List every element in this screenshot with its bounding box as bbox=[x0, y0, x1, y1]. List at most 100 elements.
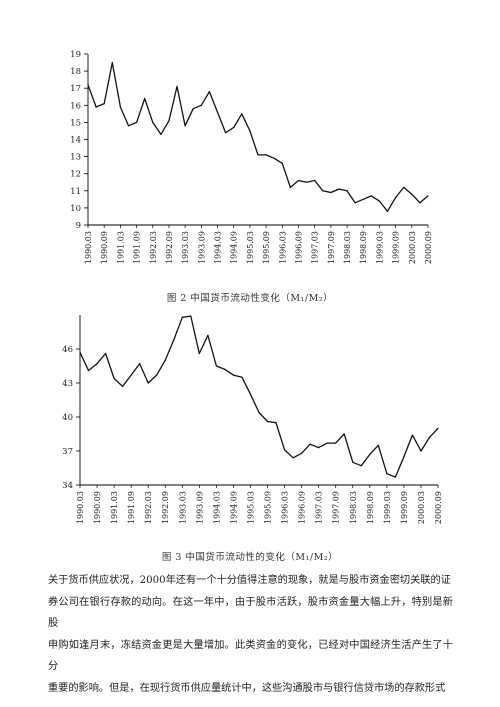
y-tick-label: 37 bbox=[62, 447, 73, 457]
liquidity-chart-1: 9 10 11 12 13 14 15 16 17 18 19 1990.03 1990.09 1991.… bbox=[0, 0, 500, 285]
data-point bbox=[297, 179, 300, 182]
data-point bbox=[346, 190, 348, 192]
x-tick-label: 1995.09 bbox=[262, 231, 271, 264]
data-point bbox=[362, 198, 364, 200]
y-tick-label: 43 bbox=[62, 379, 73, 389]
chart-2-svg: 34 37 40 43 46 1990.03 1990.09 1991.03 1991.09 19… bbox=[62, 315, 443, 524]
data-point bbox=[156, 374, 158, 376]
x-tick-label: 2000.03 bbox=[408, 231, 417, 264]
data-point bbox=[326, 442, 328, 444]
x-tick-label: 1999.09 bbox=[400, 491, 409, 524]
body-line: 券公司在银行存款的动向。在这一年中，由于股市活跃，股市资金量大幅上升，特别是新股 bbox=[48, 596, 453, 630]
data-point bbox=[95, 106, 97, 108]
data-point bbox=[301, 452, 303, 454]
x-tick-label: 1994.03 bbox=[212, 491, 221, 524]
figure-2-caption: 图 2 中国货币流动性变化（M₁/M₂） bbox=[166, 293, 334, 304]
data-point bbox=[266, 420, 269, 423]
data-point bbox=[322, 190, 324, 192]
x-tick-label: 1993.09 bbox=[195, 491, 204, 524]
data-point bbox=[144, 97, 146, 100]
data-point bbox=[173, 339, 175, 341]
x-tick-label: 1998.09 bbox=[366, 491, 375, 524]
x-tick-label: 1996.09 bbox=[294, 231, 303, 264]
body-line: 重要的影响。但是，在现行货币供应量统计中，这些沟通股市与银行信贷市场的存款形式 bbox=[48, 682, 446, 694]
data-point bbox=[335, 442, 337, 444]
x-tick-label: 1999.09 bbox=[392, 231, 401, 264]
data-point bbox=[309, 443, 311, 445]
data-point bbox=[232, 374, 235, 376]
data-point bbox=[135, 121, 138, 123]
data-point bbox=[354, 202, 356, 204]
x-tick-label: 1995.03 bbox=[246, 231, 255, 264]
data-point bbox=[139, 363, 141, 365]
data-point bbox=[147, 382, 149, 384]
data-point bbox=[378, 200, 381, 202]
x-tick-label: 1999.03 bbox=[383, 491, 392, 524]
data-point bbox=[386, 473, 388, 475]
data-point bbox=[420, 450, 422, 452]
data-point bbox=[207, 334, 209, 336]
data-point bbox=[96, 363, 98, 365]
x-tick-label: 1998.03 bbox=[343, 231, 352, 264]
y-tick-label: 18 bbox=[70, 67, 81, 77]
liquidity-chart-2: 34 37 40 43 46 1990.03 1990.09 1991.03 1991.09 19… bbox=[0, 305, 500, 545]
body-line: 申购如逢月末，冻结资金更是大量增加。此类资金的变化，已经对中国经济生活产生了十分 bbox=[48, 639, 453, 673]
data-point bbox=[275, 422, 277, 424]
data-point bbox=[122, 385, 124, 387]
x-tick-label: 2000.03 bbox=[417, 491, 426, 524]
data-point bbox=[119, 106, 121, 108]
y-tick-label: 15 bbox=[70, 118, 81, 128]
data-point bbox=[403, 456, 405, 458]
x-tick-label: 1996.03 bbox=[281, 491, 290, 524]
data-point bbox=[292, 457, 294, 459]
x-tick-label: 1992.09 bbox=[165, 231, 174, 264]
data-point bbox=[130, 374, 132, 376]
x-tick-label: 1994.09 bbox=[230, 231, 239, 264]
y-tick-label: 17 bbox=[70, 84, 81, 94]
x-tick-label: 1995.03 bbox=[246, 491, 255, 524]
data-point bbox=[198, 352, 200, 355]
data-point bbox=[395, 197, 397, 199]
data-point bbox=[216, 111, 219, 113]
x-tick-label: 1992.03 bbox=[144, 491, 153, 524]
data-point bbox=[192, 108, 194, 110]
data-point bbox=[164, 359, 166, 361]
body-line: 关于货币供应状况，2000年还有一个十分值得注意的现象，就是与股市资金密切关联的… bbox=[48, 575, 451, 586]
data-point bbox=[394, 476, 396, 478]
data-point bbox=[273, 157, 275, 159]
x-tick-label: 1990.09 bbox=[100, 231, 109, 264]
data-point bbox=[377, 444, 379, 446]
data-point bbox=[343, 433, 345, 435]
y-tick-label: 11 bbox=[70, 187, 81, 197]
data-point bbox=[200, 104, 202, 106]
chart-1-svg: 9 10 11 12 13 14 15 16 17 18 19 1990.03 1990.09 1991.… bbox=[70, 50, 433, 264]
data-point bbox=[257, 154, 259, 156]
x-tick-label: 1992.09 bbox=[161, 491, 170, 524]
x-tick-label: 1997.03 bbox=[311, 231, 320, 264]
data-point bbox=[233, 126, 235, 129]
x-tick-label: 1993.09 bbox=[197, 231, 206, 264]
x-tick-label: 1991.03 bbox=[116, 231, 125, 264]
x-tick-label: 1997.03 bbox=[315, 491, 324, 524]
data-point bbox=[190, 315, 192, 317]
data-point bbox=[111, 61, 113, 64]
x-tick-label: 1991.09 bbox=[133, 231, 142, 264]
data-point bbox=[338, 188, 340, 190]
data-point bbox=[265, 154, 267, 156]
data-point bbox=[79, 351, 81, 353]
data-point bbox=[360, 465, 362, 467]
data-point bbox=[281, 162, 283, 165]
data-point bbox=[411, 434, 414, 436]
x-tick-label: 1990.03 bbox=[84, 231, 93, 264]
y-tick-label: 14 bbox=[70, 136, 81, 146]
x-tick-label: 1991.09 bbox=[127, 491, 136, 524]
y-tick-label: 10 bbox=[70, 204, 81, 214]
data-point bbox=[103, 102, 105, 105]
data-point bbox=[208, 91, 211, 93]
x-tick-label: 1993.03 bbox=[178, 491, 187, 524]
data-point bbox=[330, 191, 332, 194]
data-point bbox=[305, 181, 308, 183]
data-point bbox=[369, 453, 371, 455]
data-point bbox=[314, 179, 316, 182]
x-tick-label: 1997.09 bbox=[332, 491, 341, 524]
